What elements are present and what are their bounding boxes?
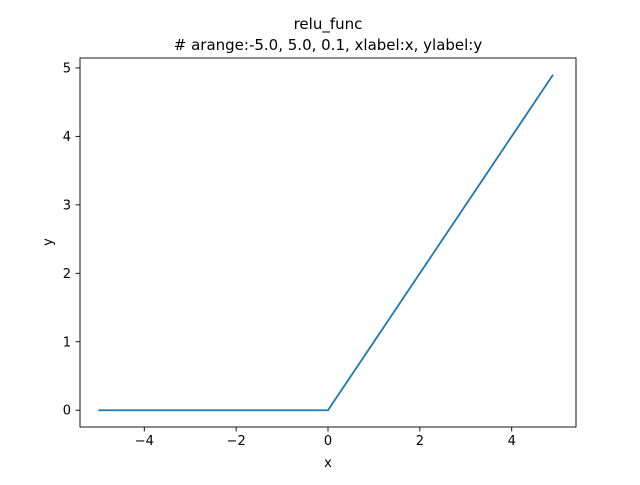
x-tick-label: 2 — [416, 434, 424, 449]
plot-frame — [79, 57, 577, 428]
x-tick-label: 0 — [324, 434, 332, 449]
y-tick-label: 2 — [63, 267, 71, 282]
chart-subtitle: # arange:-5.0, 5.0, 0.1, xlabel:x, ylabe… — [174, 36, 483, 54]
y-tick-label: 3 — [63, 198, 71, 213]
y-tick-label: 5 — [63, 61, 71, 76]
y-tick-label: 1 — [63, 335, 71, 350]
y-tick-label: 4 — [63, 130, 71, 145]
y-axis-label: y — [41, 238, 56, 246]
plot-area: −4 −2 0 2 4 0 1 2 3 4 5 — [63, 57, 577, 449]
chart-title: relu_func — [294, 15, 363, 34]
y-tick-label: 0 — [63, 404, 71, 419]
x-tick-label: 4 — [508, 434, 516, 449]
x-tick-label: −4 — [135, 434, 154, 449]
relu-line — [98, 74, 554, 412]
x-tick-label: −2 — [227, 434, 246, 449]
x-axis-label: x — [324, 456, 332, 471]
